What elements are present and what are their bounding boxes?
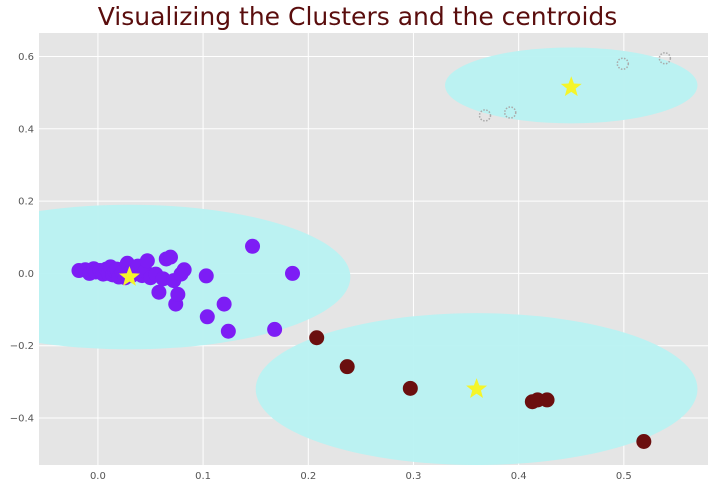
cluster-2-point: [539, 392, 555, 408]
x-tick-label: 0.5: [616, 471, 632, 482]
cluster-1-point: [139, 253, 155, 269]
y-tick-label: 0.2: [18, 197, 34, 208]
cluster-1-point: [199, 309, 215, 325]
cluster-1-point: [216, 296, 232, 312]
cluster-3-point: [478, 109, 492, 122]
x-tick-label: 0.3: [406, 471, 422, 482]
y-tick-label: 0.0: [18, 269, 34, 280]
centroid-star: [466, 378, 488, 398]
cluster-2-point: [309, 330, 325, 346]
cluster-2-point: [636, 434, 652, 450]
x-tick-label: 0.4: [511, 471, 527, 482]
x-tick-label: 0.0: [90, 471, 106, 482]
cluster-1-point: [198, 268, 214, 284]
y-tick-label: 0.6: [18, 52, 34, 63]
chart-title: Visualizing the Clusters and the centroi…: [97, 2, 618, 31]
centroid-star: [119, 266, 140, 286]
y-tick-label: −0.4: [10, 414, 34, 425]
cluster-3-point: [503, 106, 517, 119]
cluster-1-point: [220, 323, 236, 339]
centroid-star: [560, 76, 582, 97]
cluster-region-1: [39, 204, 351, 350]
y-tick-label: −0.2: [10, 341, 34, 352]
cluster-1-point: [267, 321, 283, 337]
cluster-1-point: [176, 262, 192, 278]
x-tick-label: 0.1: [195, 471, 211, 482]
x-tick-label: 0.2: [300, 471, 316, 482]
cluster-1-point: [245, 238, 261, 254]
cluster-3-point: [658, 52, 672, 65]
cluster-2-point: [339, 359, 355, 375]
cluster-3-point: [616, 57, 630, 70]
cluster-1-point: [285, 265, 301, 281]
cluster-2-point: [402, 380, 418, 396]
cluster-1-point: [162, 249, 178, 265]
plot-area: [39, 33, 708, 465]
cluster-1-point: [170, 286, 186, 302]
cluster-1-point: [151, 284, 167, 300]
y-tick-label: 0.4: [18, 124, 34, 135]
